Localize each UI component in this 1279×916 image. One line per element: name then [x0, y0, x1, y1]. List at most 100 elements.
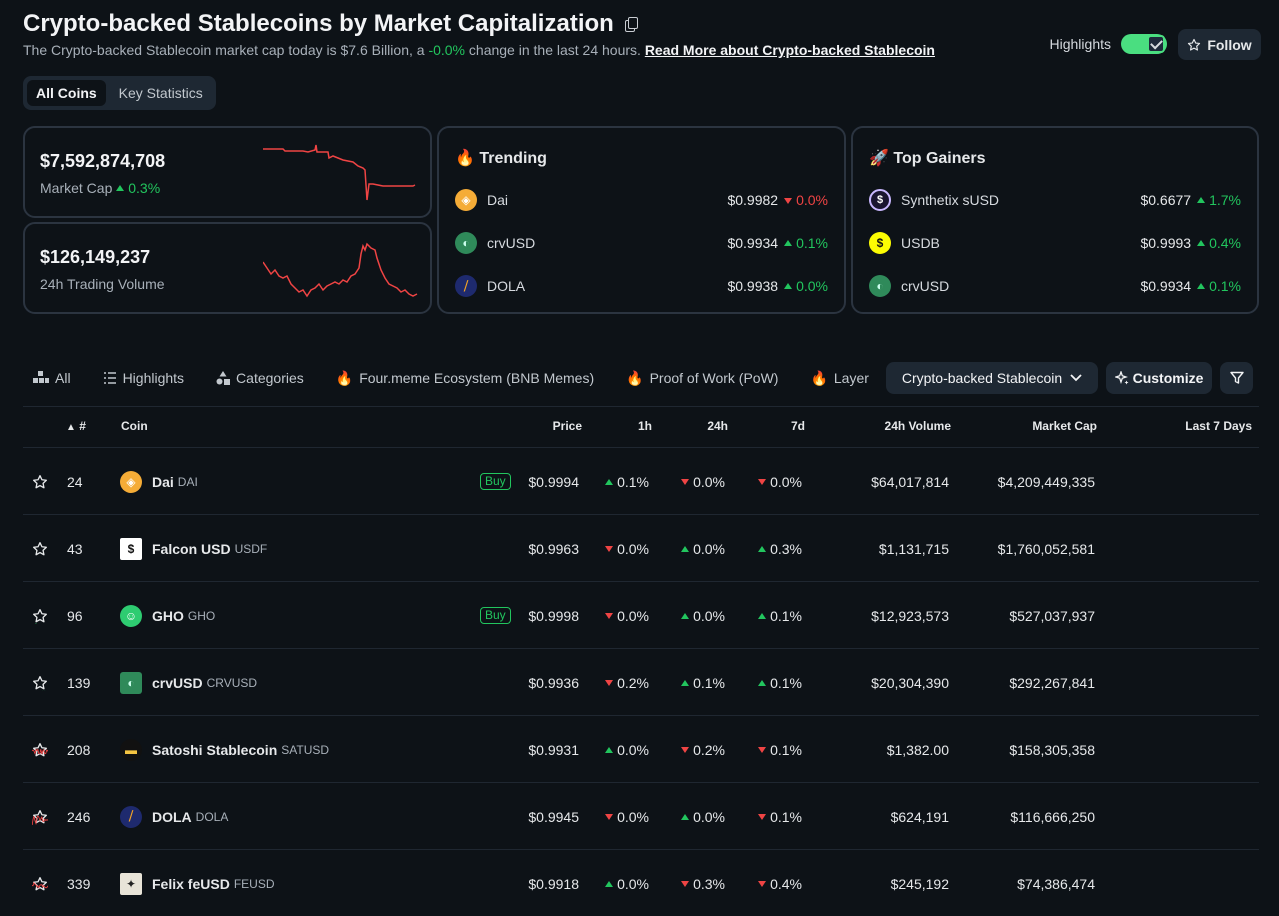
table-row[interactable]: 43 $ Falcon USD USDF $0.9963 0.0% 0.0% 0.3% $1,1…	[23, 514, 1259, 581]
subtitle-change: -0.0%	[428, 42, 466, 58]
h24-change-cell: 0.0%	[681, 448, 725, 515]
coin-name: Satoshi Stablecoin	[152, 741, 278, 758]
table-row[interactable]: 139 ◐ crvUSD CRVUSD $0.9936 0.2% 0.1% 0.1% $20,3…	[23, 648, 1259, 715]
d7-header[interactable]: 7d	[790, 419, 805, 433]
highlights-toggle[interactable]	[1121, 34, 1167, 54]
market-cap-header[interactable]: Market Cap	[1032, 419, 1097, 433]
tab-key-statistics[interactable]: Key Statistics	[118, 85, 203, 101]
coin-cell[interactable]: ◈ Dai DAI	[120, 448, 198, 515]
coin-cell[interactable]: ✦ Felix feUSD FEUSD	[120, 850, 274, 916]
h1-header[interactable]: 1h	[637, 419, 652, 433]
follow-label: Follow	[1207, 36, 1252, 53]
table-row[interactable]: 24 ◈ Dai DAI Buy $0.9994 0.1% 0.0% 0.0% $64,017,8…	[23, 447, 1259, 514]
d7-change-cell: 0.1%	[758, 649, 802, 716]
coin-cell[interactable]: ▬ Satoshi Stablecoin SATUSD	[120, 716, 329, 783]
market-cap-cell: $1,760,052,581	[997, 540, 1095, 557]
gainer-item-name: crvUSD	[901, 278, 950, 294]
d7-change: 0.4%	[770, 875, 802, 892]
trending-item[interactable]: ⧸ DOLA $0.9938 0.0%	[455, 274, 828, 298]
buy-button[interactable]: Buy	[480, 582, 511, 649]
page-title-text: Crypto-backed Stablecoins by Market Capi…	[23, 10, 614, 37]
buy-button[interactable]: Buy	[480, 448, 511, 515]
price-cell: $0.9931	[528, 741, 579, 758]
sparkline-series	[35, 622, 37, 624]
chevron-down-icon	[1070, 374, 1082, 382]
buy-label: Buy	[480, 473, 511, 490]
coin-cell[interactable]: ☺ GHO GHO	[120, 582, 215, 649]
down-arrow-icon	[605, 813, 614, 820]
filter-all[interactable]: All	[23, 370, 81, 386]
h24-change-cell: 0.3%	[681, 850, 725, 916]
h1-change: 0.0%	[617, 540, 649, 557]
down-arrow-icon	[758, 746, 767, 753]
coin-name: Dai	[152, 473, 174, 490]
h1-change-cell: 0.0%	[605, 582, 649, 649]
table-divider	[23, 406, 1259, 407]
trending-item-name: DOLA	[487, 278, 526, 294]
tab-all-coins[interactable]: All Coins	[27, 80, 106, 106]
crvusd-coin-icon: ◐	[120, 671, 142, 694]
watchlist-star[interactable]	[32, 649, 48, 716]
category-dropdown-label: Crypto-backed Stablecoin	[901, 370, 1063, 386]
price-header[interactable]: Price	[552, 419, 582, 433]
h24-change: 0.0%	[693, 808, 725, 825]
gainer-item[interactable]: ◐ crvUSD $0.9934 0.1%	[869, 274, 1241, 298]
volume-header[interactable]: 24h Volume	[884, 419, 951, 433]
filter-button[interactable]	[1220, 362, 1253, 394]
trending-item[interactable]: ◈ Dai $0.9982 0.0%	[455, 188, 828, 212]
watchlist-star[interactable]	[32, 716, 48, 783]
follow-button[interactable]: Follow	[1178, 29, 1261, 60]
table-row[interactable]: 208 ▬ Satoshi Stablecoin SATUSD $0.9931 0.0% 0…	[23, 715, 1259, 782]
trending-item[interactable]: ◐ crvUSD $0.9934 0.1%	[455, 231, 828, 255]
up-arrow-icon	[758, 545, 767, 552]
sparkline-cell	[1119, 783, 1251, 850]
seven-day-sparkline	[1119, 590, 1251, 642]
filter-all-label: All	[55, 370, 71, 386]
trending-item-change: 0.1%	[796, 235, 828, 251]
coin-cell[interactable]: $ Falcon USD USDF	[120, 515, 267, 582]
trending-card: 🔥 Trending ◈ Dai $0.9982 0.0% ◐ crvUSD $…	[437, 126, 846, 314]
trending-item-price: $0.9938	[727, 278, 779, 294]
watchlist-star[interactable]	[32, 850, 48, 916]
watchlist-star[interactable]	[32, 783, 48, 850]
filter-categories[interactable]: Categories	[206, 370, 314, 386]
filter-four-meme[interactable]: 🔥 Four.meme Ecosystem (BNB Memes)	[326, 370, 604, 387]
coin-header[interactable]: Coin	[121, 419, 148, 433]
trending-item-name: crvUSD	[487, 235, 536, 251]
filter-layer-1[interactable]: 🔥 Layer 1 (L1)	[800, 370, 873, 387]
sparkline-cell	[1119, 850, 1251, 916]
coin-cell[interactable]: ◐ crvUSD CRVUSD	[120, 649, 257, 716]
h24-header[interactable]: 24h	[707, 419, 728, 433]
category-dropdown[interactable]: Crypto-backed Stablecoin	[886, 362, 1098, 394]
market-cap-cell: $4,209,449,335	[997, 473, 1095, 490]
coin-name: DOLA	[152, 808, 192, 825]
copy-icon[interactable]	[624, 17, 638, 32]
volume-cell: $245,192	[890, 875, 949, 892]
gainer-item[interactable]: $ USDB $0.9993 0.4%	[869, 231, 1241, 255]
down-arrow-icon	[758, 880, 767, 887]
table-row[interactable]: 96 ☺ GHO GHO Buy $0.9998 0.0% 0.0% 0.1% $12,923,5…	[23, 581, 1259, 648]
page-subtitle: The Crypto-backed Stablecoin market cap …	[23, 42, 935, 58]
table-row[interactable]: 339 ✦ Felix feUSD FEUSD $0.9918 0.0% 0.3% 0.4% $…	[23, 849, 1259, 916]
h1-change: 0.1%	[617, 473, 649, 490]
dai-coin-icon: ◈	[120, 470, 142, 493]
filter-highlights[interactable]: Highlights	[93, 370, 194, 386]
h1-change: 0.0%	[617, 607, 649, 624]
watchlist-star[interactable]	[32, 582, 48, 649]
filter-proof-of-work[interactable]: 🔥 Proof of Work (PoW)	[616, 370, 788, 387]
dola-coin-icon: ⧸	[120, 805, 142, 828]
h1-change-cell: 0.0%	[605, 783, 649, 850]
read-more-link[interactable]: Read More about Crypto-backed Stablecoin	[644, 42, 935, 58]
table-row[interactable]: 246 ⧸ DOLA DOLA $0.9945 0.0% 0.0% 0.1% $624,191 $…	[23, 782, 1259, 849]
watchlist-star[interactable]	[32, 515, 48, 582]
coin-cell[interactable]: ⧸ DOLA DOLA	[120, 783, 228, 850]
gainer-item[interactable]: $ Synthetix sUSD $0.6677 1.7%	[869, 188, 1241, 212]
rank-header-label: #	[79, 419, 86, 433]
gainer-item-name: USDB	[901, 235, 940, 251]
customize-button[interactable]: Customize	[1106, 362, 1212, 394]
star-icon	[33, 675, 47, 691]
down-arrow-icon	[605, 679, 614, 686]
view-tabs: All Coins Key Statistics	[23, 76, 216, 110]
watchlist-star[interactable]	[32, 448, 48, 515]
rank-header[interactable]: ▲ #	[66, 419, 86, 433]
